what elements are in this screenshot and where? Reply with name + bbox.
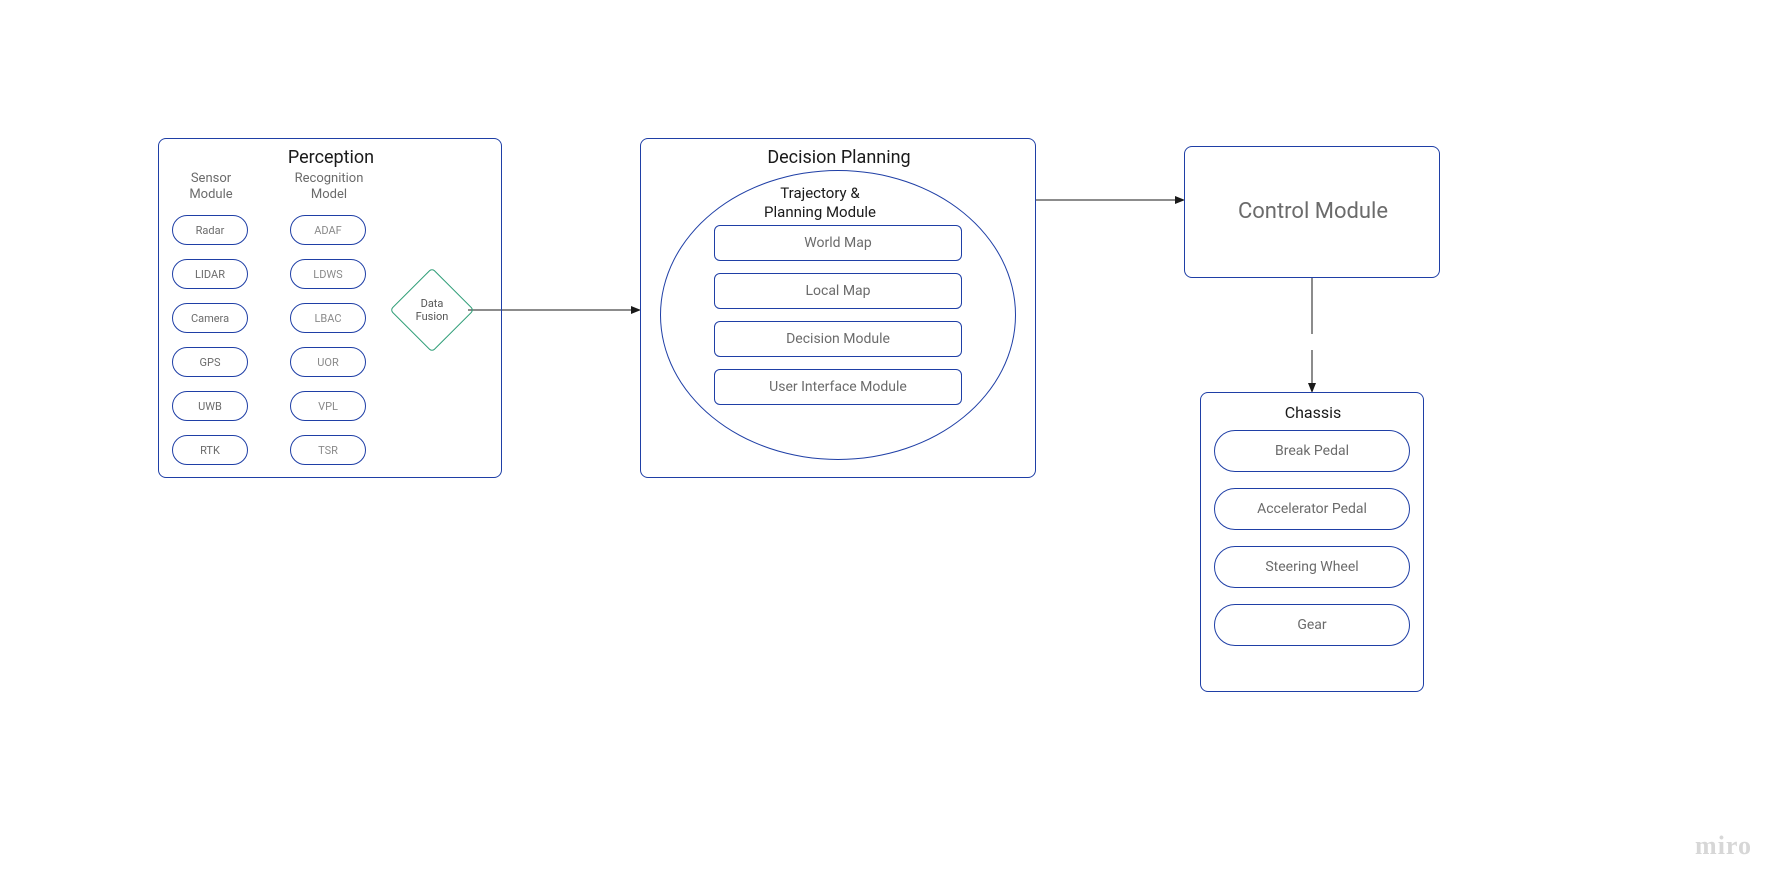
planning-item-world-map: World Map bbox=[714, 225, 962, 261]
decision-planning-title: Decision Planning bbox=[641, 147, 1037, 168]
chassis-item-steering-wheel: Steering Wheel bbox=[1214, 546, 1410, 588]
sensor-pill-rtk: RTK bbox=[172, 435, 248, 465]
recognition-pill-tsr: TSR bbox=[290, 435, 366, 465]
data-fusion-diamond: Data Fusion bbox=[402, 280, 462, 340]
chassis-item-break-pedal: Break Pedal bbox=[1214, 430, 1410, 472]
recognition-pill-uor: UOR bbox=[290, 347, 366, 377]
chassis-item-gear: Gear bbox=[1214, 604, 1410, 646]
planning-item-local-map: Local Map bbox=[714, 273, 962, 309]
perception-title: Perception bbox=[159, 147, 503, 168]
chassis-title: Chassis bbox=[1201, 403, 1425, 422]
control-module-title: Control Module bbox=[1185, 199, 1441, 224]
sensor-module-label: Sensor Module bbox=[173, 171, 249, 202]
recognition-pill-vpl: VPL bbox=[290, 391, 366, 421]
sensor-pill-radar: Radar bbox=[172, 215, 248, 245]
recognition-pill-ldws: LDWS bbox=[290, 259, 366, 289]
planning-item-user-interface-module: User Interface Module bbox=[714, 369, 962, 405]
planning-item-decision-module: Decision Module bbox=[714, 321, 962, 357]
recognition-pill-adaf: ADAF bbox=[290, 215, 366, 245]
trajectory-planning-subtitle: Trajectory & Planning Module bbox=[720, 184, 920, 222]
miro-watermark: miro bbox=[1695, 831, 1752, 861]
sensor-pill-camera: Camera bbox=[172, 303, 248, 333]
sensor-pill-lidar: LIDAR bbox=[172, 259, 248, 289]
recognition-pill-lbac: LBAC bbox=[290, 303, 366, 333]
chassis-item-accelerator-pedal: Accelerator Pedal bbox=[1214, 488, 1410, 530]
sensor-pill-gps: GPS bbox=[172, 347, 248, 377]
recognition-model-label: Recognition Model bbox=[291, 171, 367, 202]
sensor-pill-uwb: UWB bbox=[172, 391, 248, 421]
control-module-container: Control Module bbox=[1184, 146, 1440, 278]
